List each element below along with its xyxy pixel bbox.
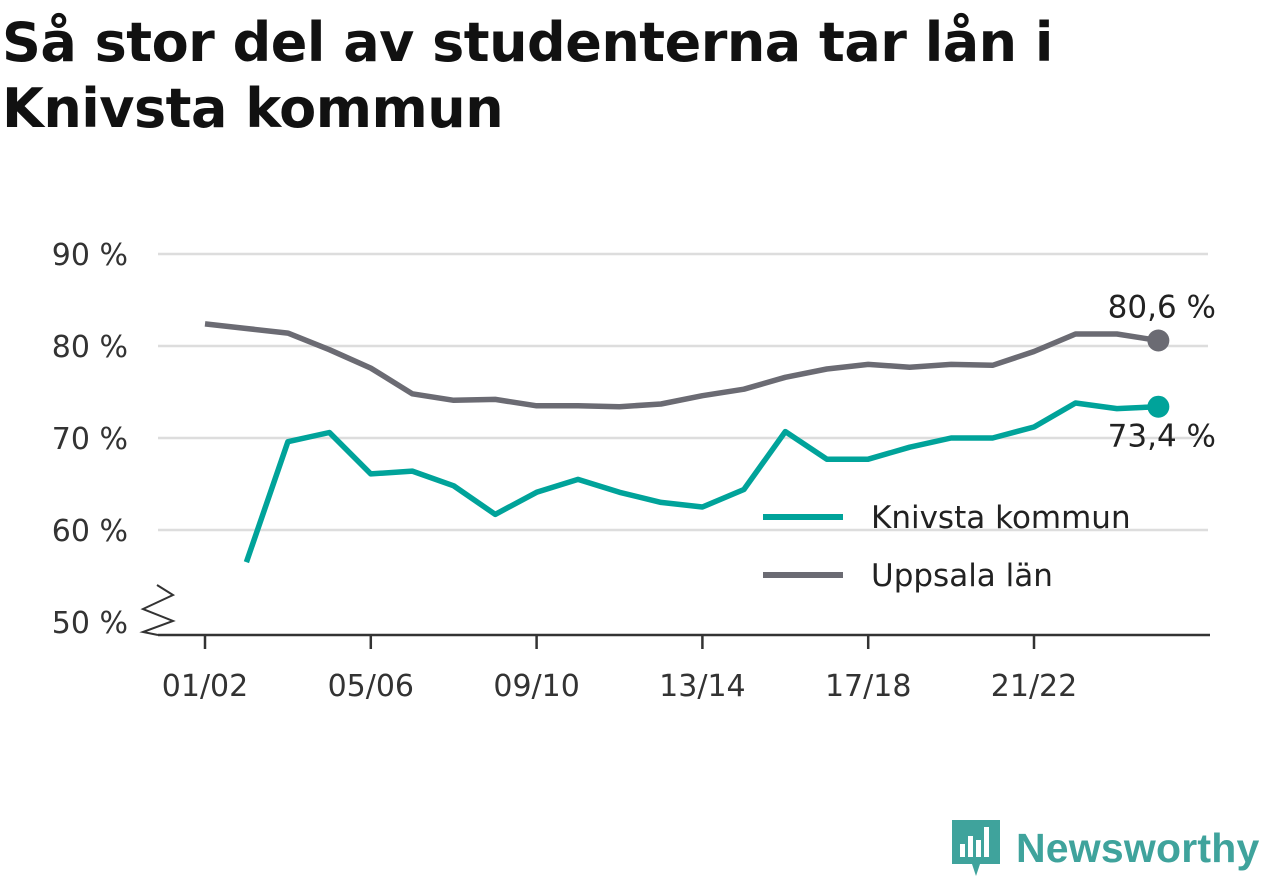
newsworthy-brand: Newsworthy [950, 818, 1260, 878]
y-tick-label: 60 % [52, 514, 128, 549]
gridlines [158, 252, 1208, 532]
x-tick-label: 09/10 [493, 669, 579, 704]
y-tick-label: 90 % [52, 238, 128, 273]
axis-break-marker [139, 584, 176, 636]
end-value-label: 73,4 % [1108, 419, 1216, 455]
series-line [243, 400, 1159, 564]
end-value-labels: 80,6 % 73,4 % [1108, 289, 1216, 454]
newsworthy-logo-icon [952, 820, 1000, 876]
y-tick-label: 80 % [52, 330, 128, 365]
y-tick-label: 70 % [52, 422, 128, 457]
x-tick-label: 21/22 [991, 669, 1077, 704]
brand-name: Newsworthy [1016, 824, 1260, 871]
x-tick-label: 13/14 [659, 669, 745, 704]
series-end-point [1147, 329, 1170, 352]
x-axis-tick-labels: 01/02 05/06 09/10 13/14 17/18 21/22 [162, 635, 1077, 704]
series-line [204, 321, 1159, 410]
x-tick-label: 01/02 [162, 669, 248, 704]
y-axis-tick-labels: 50 % 60 % 70 % 80 % 90 % [52, 238, 128, 641]
end-value-label: 80,6 % [1108, 289, 1216, 325]
x-tick-label: 17/18 [825, 669, 911, 704]
chart-title: Så stor del av studenterna tar lån i Kni… [2, 11, 1053, 140]
legend-label: Knivsta kommun [871, 500, 1131, 536]
series-end-point [1147, 395, 1170, 418]
legend: Knivsta kommun Uppsala län [763, 500, 1131, 594]
x-tick-label: 05/06 [328, 669, 414, 704]
legend-label: Uppsala län [871, 558, 1053, 594]
y-tick-label: 50 % [52, 606, 128, 641]
series-lines [204, 321, 1170, 564]
